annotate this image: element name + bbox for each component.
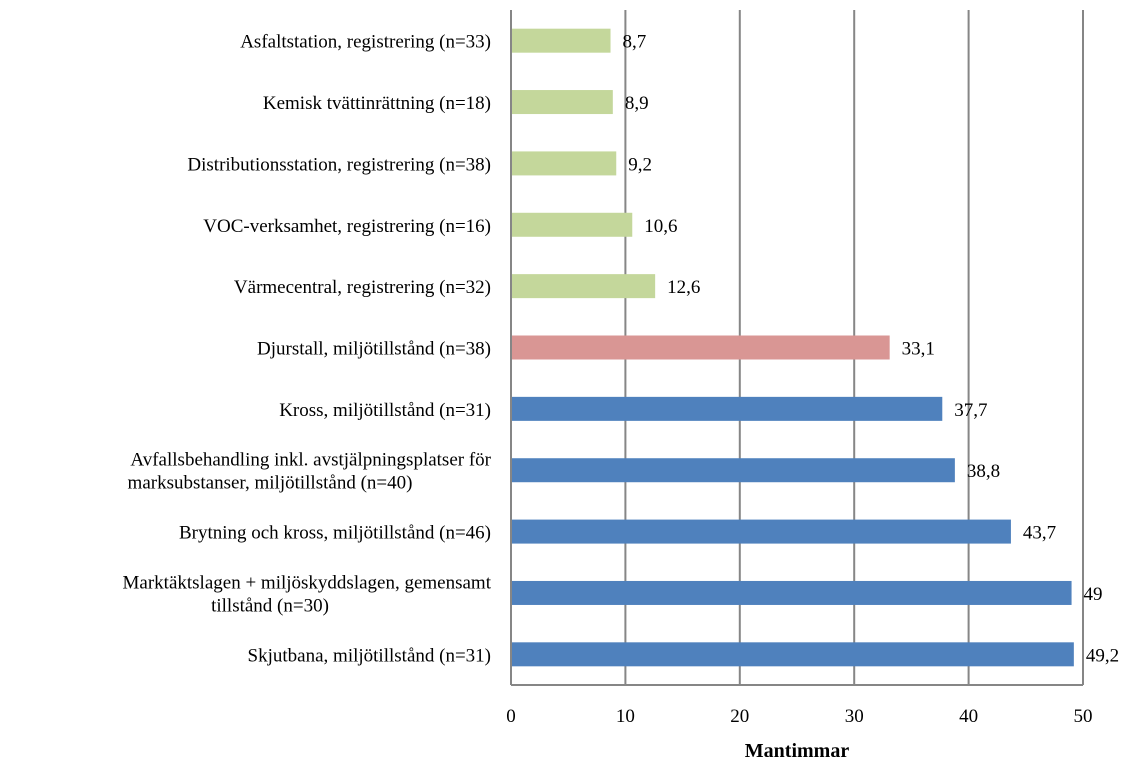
data-label: 43,7 <box>1023 523 1056 544</box>
category-label: Brytning och kross, miljötillstånd (n=46… <box>179 523 491 544</box>
category-label: Värmecentral, registrering (n=32) <box>234 277 491 298</box>
bar <box>512 90 613 115</box>
value-labels: 8,7 8,9 9,2 10,6 12,6 33,1 37,7 38,8 43,7 49 49,2 <box>623 32 1120 667</box>
data-label: 12,6 <box>667 277 700 298</box>
bar <box>512 519 1011 544</box>
category-label: Skjutbana, miljötillstånd (n=31) <box>248 645 491 666</box>
data-label: 37,7 <box>954 400 987 421</box>
bar <box>512 396 943 421</box>
x-tick-label: 40 <box>959 706 978 727</box>
data-label: 49 <box>1084 584 1103 605</box>
x-tick-label: 50 <box>1074 706 1093 727</box>
data-label: 8,9 <box>625 93 649 114</box>
x-tick-label: 0 <box>506 706 516 727</box>
data-label: 33,1 <box>902 339 935 360</box>
data-label: 10,6 <box>644 216 677 237</box>
bar <box>512 335 890 360</box>
bar <box>512 274 656 299</box>
category-label: Avfallsbehandling inkl. avstjälpningspla… <box>130 450 491 471</box>
category-label: Djurstall, miljötillstånd (n=38) <box>257 339 491 360</box>
x-tick-label: 30 <box>845 706 864 727</box>
category-label: Marktäktslagen + miljöskyddslagen, gemen… <box>123 572 492 593</box>
bars <box>512 28 1074 667</box>
category-label: Kemisk tvättinrättning (n=18) <box>263 93 491 114</box>
bar <box>512 642 1074 667</box>
data-label: 38,8 <box>967 461 1000 482</box>
data-label: 49,2 <box>1086 645 1119 666</box>
bar <box>512 458 955 483</box>
category-labels: Asfaltstation, registrering (n=33) Kemisk… <box>123 32 492 667</box>
x-tick-label: 10 <box>616 706 635 727</box>
x-axis-title: Mantimmar <box>745 740 850 762</box>
bar <box>512 212 633 237</box>
bar <box>512 151 617 176</box>
category-label: marksubstanser, miljötillstånd (n=40) <box>128 473 413 494</box>
x-tick-label: 20 <box>730 706 749 727</box>
category-label: Asfaltstation, registrering (n=33) <box>240 32 491 53</box>
x-tick-labels: 0 10 20 30 40 50 <box>506 706 1092 727</box>
bar <box>512 580 1072 605</box>
category-label: Kross, miljötillstånd (n=31) <box>279 400 491 421</box>
category-label: Distributionsstation, registrering (n=38… <box>187 154 491 175</box>
category-label: tillstånd (n=30) <box>211 595 329 616</box>
data-label: 9,2 <box>628 154 652 175</box>
axes <box>510 10 1083 686</box>
data-label: 8,7 <box>623 32 647 53</box>
bar <box>512 28 611 53</box>
category-label: VOC-verksamhet, registrering (n=16) <box>203 216 491 237</box>
